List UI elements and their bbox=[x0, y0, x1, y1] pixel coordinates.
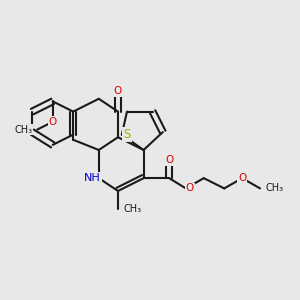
Text: O: O bbox=[165, 155, 173, 165]
Text: O: O bbox=[238, 173, 246, 183]
Text: CH₃: CH₃ bbox=[265, 183, 283, 194]
Text: O: O bbox=[114, 86, 122, 96]
Text: O: O bbox=[49, 117, 57, 127]
Text: CH₃: CH₃ bbox=[14, 124, 32, 134]
Text: S: S bbox=[123, 128, 130, 141]
Text: NH: NH bbox=[84, 173, 101, 183]
Text: CH₃: CH₃ bbox=[123, 204, 141, 214]
Text: O: O bbox=[186, 183, 194, 194]
